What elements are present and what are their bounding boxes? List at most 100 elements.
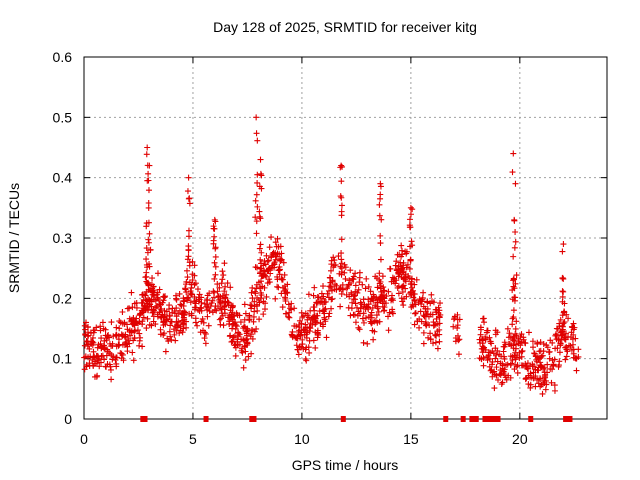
data-point — [124, 326, 131, 333]
data-point — [90, 329, 97, 336]
data-point — [406, 265, 413, 272]
data-point — [564, 348, 571, 355]
data-point — [390, 297, 397, 304]
data-point — [511, 244, 518, 251]
data-point — [192, 315, 199, 322]
data-point — [260, 311, 267, 318]
data-point — [516, 349, 523, 356]
data-point — [93, 360, 100, 367]
data-point — [185, 294, 192, 301]
data-point — [547, 337, 554, 344]
data-point — [397, 259, 404, 266]
data-point — [505, 372, 512, 379]
data-point — [90, 348, 97, 355]
data-point — [530, 375, 537, 382]
data-point — [101, 356, 108, 363]
data-point — [84, 333, 91, 340]
data-point — [565, 333, 572, 340]
data-point — [302, 321, 309, 328]
data-point — [294, 346, 301, 353]
data-point — [148, 288, 155, 295]
data-point — [318, 290, 325, 297]
data-point — [350, 296, 357, 303]
data-point — [143, 269, 150, 276]
data-point — [146, 230, 153, 237]
data-point — [519, 347, 526, 354]
data-point — [522, 363, 529, 370]
data-point — [160, 322, 167, 329]
data-point — [253, 191, 260, 198]
data-point — [221, 298, 228, 305]
data-point — [398, 242, 405, 249]
data-point — [91, 373, 98, 380]
data-point — [338, 290, 345, 297]
data-point — [252, 197, 259, 204]
data-point — [487, 367, 494, 374]
data-point — [540, 340, 547, 347]
data-point — [342, 275, 349, 282]
data-point — [183, 278, 190, 285]
data-point — [370, 291, 377, 298]
data-point — [354, 304, 361, 311]
data-point — [247, 333, 254, 340]
data-point — [147, 247, 154, 254]
data-point — [530, 344, 537, 351]
data-point — [338, 250, 345, 257]
data-point — [377, 180, 384, 187]
data-point — [227, 284, 234, 291]
data-point — [99, 319, 106, 326]
data-point — [395, 283, 402, 290]
data-point — [454, 322, 461, 329]
data-point — [276, 251, 283, 258]
data-point — [185, 195, 192, 202]
data-point — [257, 215, 264, 222]
data-point — [339, 281, 346, 288]
data-point — [251, 308, 258, 315]
data-point — [512, 238, 519, 245]
data-point — [97, 359, 104, 366]
data-point — [228, 302, 235, 309]
data-point — [140, 305, 147, 312]
data-point — [98, 335, 105, 342]
data-point — [128, 289, 135, 296]
data-point — [455, 351, 462, 358]
data-point — [500, 348, 507, 355]
data-point — [107, 363, 114, 370]
data-point — [559, 298, 566, 305]
data-point — [131, 300, 138, 307]
data-point — [378, 216, 385, 223]
data-point — [379, 300, 386, 307]
data-point — [149, 309, 156, 316]
data-point — [319, 301, 326, 308]
data-point — [534, 376, 541, 383]
data-point — [219, 276, 226, 283]
data-point — [186, 259, 193, 266]
data-point — [310, 337, 317, 344]
data-point — [146, 321, 153, 328]
data-point — [373, 312, 380, 319]
data-point — [380, 287, 387, 294]
data-point — [143, 151, 150, 158]
data-point — [486, 363, 493, 370]
data-point — [161, 307, 168, 314]
data-point — [81, 366, 88, 373]
data-point — [184, 297, 191, 304]
data-point — [557, 329, 564, 336]
data-point — [569, 336, 576, 343]
data-point — [145, 187, 152, 194]
data-point — [108, 376, 115, 383]
data-point — [226, 312, 233, 319]
data-point — [349, 299, 356, 306]
data-point — [143, 256, 150, 263]
data-point — [338, 236, 345, 243]
data-point — [352, 319, 359, 326]
data-point — [348, 289, 355, 296]
data-point — [97, 323, 104, 330]
data-point — [512, 229, 519, 235]
data-point — [194, 286, 201, 293]
data-point — [420, 340, 427, 347]
data-point — [506, 341, 513, 348]
data-point — [241, 323, 248, 330]
data-point — [144, 144, 151, 151]
data-point — [253, 325, 260, 332]
